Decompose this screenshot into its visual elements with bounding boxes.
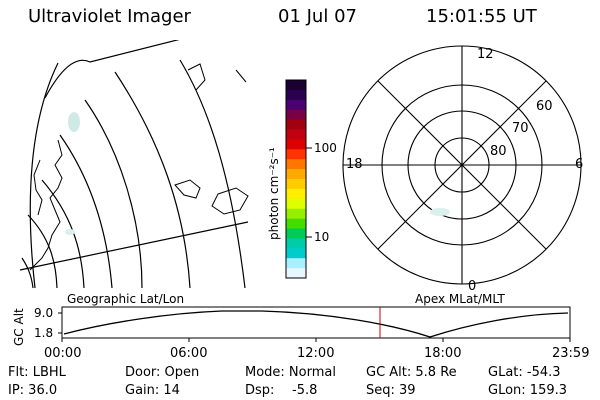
map-grid-line [84, 99, 143, 289]
map-grid-line [21, 257, 34, 289]
instrument-title: Ultraviolet Imager [28, 6, 191, 27]
colorbar-cell [286, 268, 306, 279]
mlat-label-70: 70 [512, 121, 529, 136]
colorbar-gradient [286, 80, 306, 279]
dsp-label: Dsp: [245, 383, 274, 398]
mlt-label-0: 0 [468, 279, 476, 294]
observation-time: 15:01:55 UT [426, 6, 537, 27]
door-info: Door: Open [125, 365, 199, 380]
polar-plot [342, 45, 582, 285]
colorbar-cell [286, 169, 306, 180]
colorbar-cell [286, 228, 306, 239]
altitude-curve [63, 310, 569, 338]
colorbar-cell [286, 208, 306, 220]
aurora-patch [430, 208, 450, 216]
colorbar-cell [286, 119, 306, 130]
map-grid-line [27, 214, 58, 289]
mode-info: Mode: Normal [245, 365, 336, 380]
coastline [29, 139, 63, 271]
coastline [235, 69, 247, 83]
time-tick-0600: 06:00 [170, 346, 207, 361]
glon-info: GLon: 159.3 [488, 383, 567, 398]
colorbar-cell [286, 188, 306, 200]
filter-info: Flt: LBHL [8, 365, 67, 380]
colorbar-cell [286, 258, 306, 269]
colorbar-cell [286, 179, 306, 190]
altitude-tick-low: 1.8 [34, 326, 53, 340]
colorbar-cell [286, 129, 306, 140]
colorbar-cell [286, 109, 306, 121]
time-tick-2359: 23:59 [552, 346, 589, 361]
colorbar-cell [286, 99, 306, 111]
aurora-patch [68, 112, 80, 132]
altitude-axis-label: GC Alt [12, 308, 26, 346]
altitude-tick-high: 9.0 [34, 306, 53, 320]
colorbar-cell [286, 218, 306, 229]
map-grid-line [41, 179, 85, 289]
geographic-map [19, 40, 249, 289]
altitude-plot: 9.0 1.8 GC Alt 00:00 06:00 12:00 18:00 2… [12, 306, 589, 361]
colorbar-cell [286, 198, 306, 210]
map-grid-line [59, 134, 113, 289]
mlt-label-12: 12 [477, 47, 494, 62]
island-outline [211, 187, 249, 215]
map-grid-line [114, 71, 191, 289]
island-outline [174, 179, 201, 199]
coastline [187, 63, 206, 91]
map-grid-line [179, 59, 246, 289]
dsp-value: -5.8 [292, 383, 317, 398]
ip-info: IP: 36.0 [8, 383, 57, 398]
time-tick-1800: 18:00 [424, 346, 461, 361]
polar-plot-label: Apex MLat/MLT [415, 292, 505, 306]
observation-date: 01 Jul 07 [278, 6, 357, 27]
colorbar: 100 10 photon cm⁻²s⁻¹ [267, 79, 337, 279]
colorbar-unit-label: photon cm⁻²s⁻¹ [267, 147, 281, 240]
geo-map-label: Geographic Lat/Lon [67, 292, 184, 306]
instrument-info: Flt: LBHL IP: 36.0 Door: Open Gain: 14 M… [8, 365, 567, 398]
gc-alt-info: GC Alt: 5.8 Re [366, 365, 457, 380]
map-grid-line [19, 221, 249, 271]
time-tick-0000: 00:00 [44, 346, 81, 361]
colorbar-cell [286, 149, 306, 160]
colorbar-cell [286, 80, 306, 91]
colorbar-cell [286, 139, 306, 150]
colorbar-cell [286, 238, 306, 249]
mlt-label-18: 18 [346, 157, 363, 172]
colorbar-cell [286, 89, 306, 101]
map-grid-line [29, 62, 59, 289]
seq-info: Seq: 39 [366, 383, 416, 398]
mlat-label-80: 80 [490, 144, 507, 159]
glat-info: GLat: -54.3 [488, 365, 561, 380]
coastline [33, 159, 43, 216]
colorbar-cell [286, 248, 306, 259]
time-tick-1200: 12:00 [297, 346, 334, 361]
colorbar-cell [286, 159, 306, 170]
mlat-label-60: 60 [536, 99, 553, 114]
gain-info: Gain: 14 [125, 383, 180, 398]
map-grid-line [44, 40, 180, 99]
mlt-label-6: 6 [575, 157, 583, 172]
aurora-patch [65, 229, 75, 235]
colorbar-tick-100: 100 [314, 141, 337, 155]
colorbar-tick-10: 10 [314, 230, 329, 244]
